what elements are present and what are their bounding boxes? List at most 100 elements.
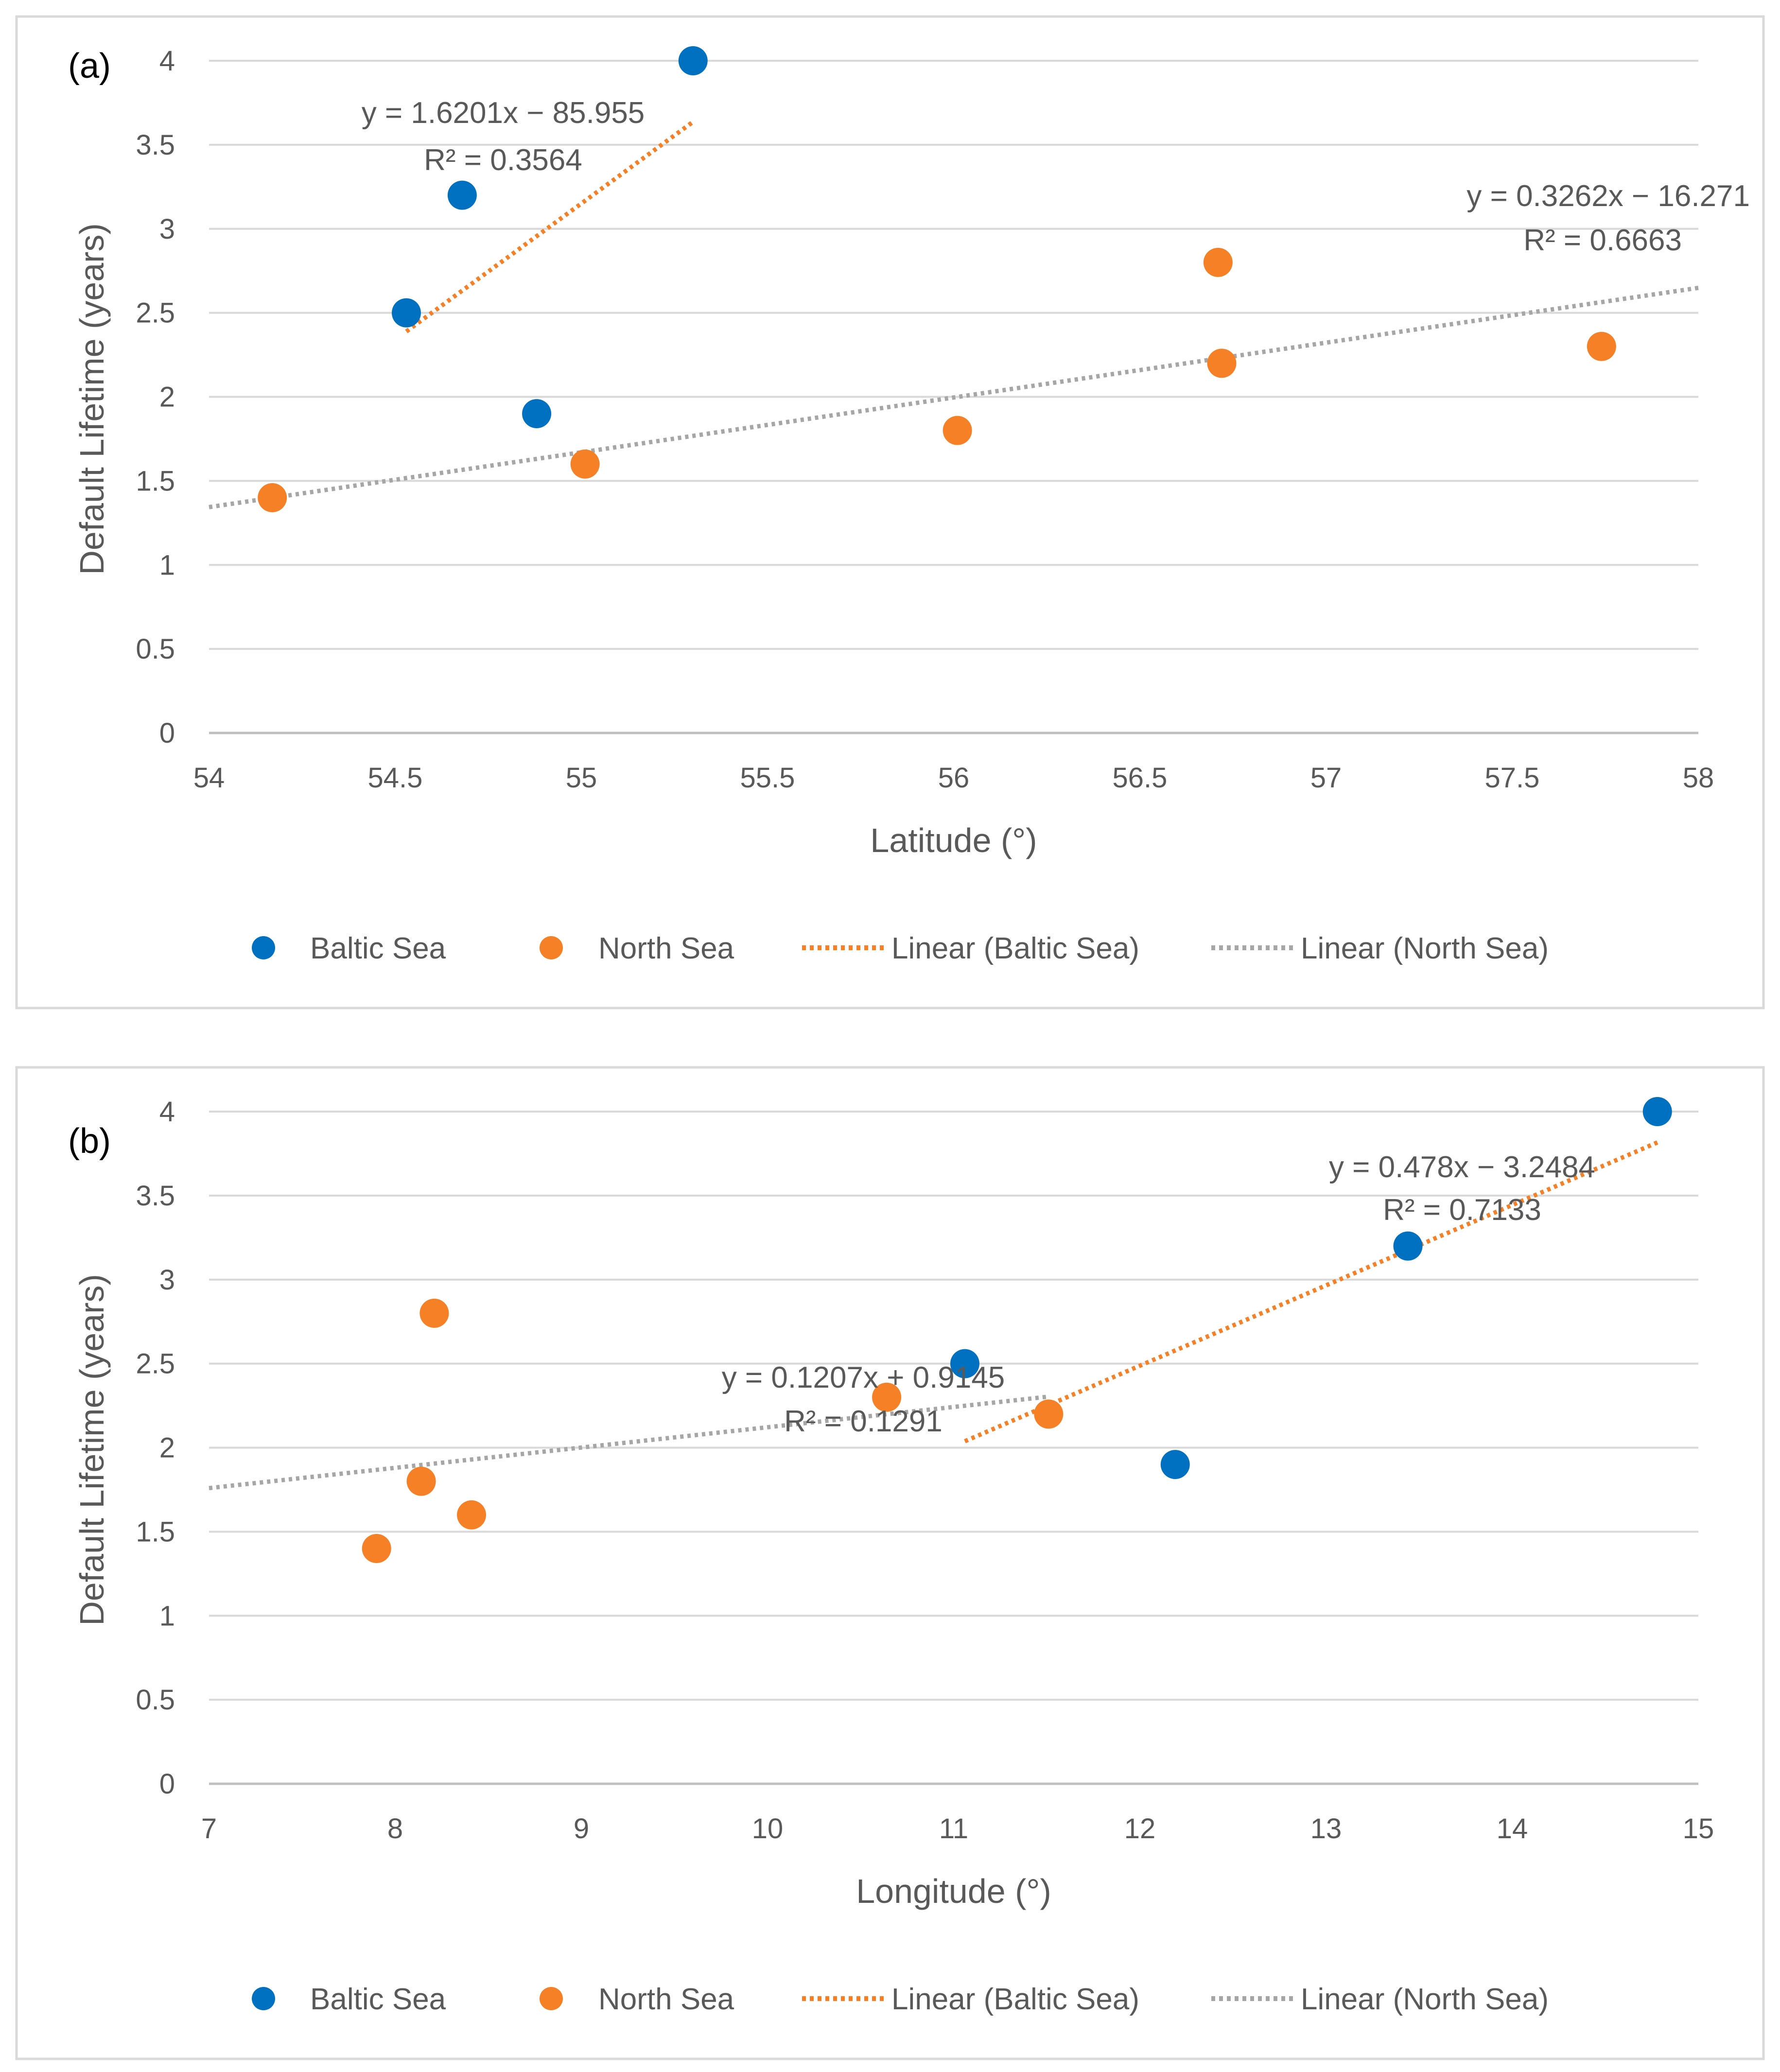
x-tick-label: 58: [1683, 762, 1714, 794]
x-tick-label: 9: [574, 1813, 589, 1845]
x-tick-label: 54: [193, 762, 225, 794]
legend-label-baltic: Baltic Sea: [310, 1983, 446, 2016]
x-tick-label: 57.5: [1485, 762, 1540, 794]
data-point-north-sea: [570, 449, 600, 479]
data-point-baltic-sea: [950, 1349, 979, 1378]
data-point-baltic-sea: [391, 298, 421, 328]
y-tick-label: 3.5: [136, 129, 175, 161]
data-point-north-sea: [1203, 247, 1233, 277]
chart-frame-b: [15, 1066, 1765, 2060]
trendlines-a: [209, 120, 1699, 509]
data-point-north-sea: [457, 1500, 487, 1530]
x-tick-label: 14: [1497, 1813, 1528, 1845]
y-tick-labels-b: 0 0.5 1 1.5 2 2.5 3 3.5 4: [136, 1096, 175, 1800]
trend-r2-baltic-b: R² = 0.7133: [1383, 1193, 1541, 1227]
legend-label-baltic-trend: Linear (Baltic Sea): [891, 1983, 1139, 2016]
y-tick-label: 4: [159, 1096, 175, 1128]
data-point-baltic-sea: [678, 46, 708, 75]
x-axis-title-a: Latitude (°): [870, 821, 1037, 859]
legend-b: Baltic Sea North Sea Linear (Baltic Sea)…: [252, 1983, 1549, 2016]
y-tick-label: 3: [159, 1264, 175, 1296]
legend-marker-north: [540, 936, 563, 959]
data-point-north-sea: [362, 1533, 391, 1563]
y-tick-label: 2.5: [136, 297, 175, 329]
data-point-baltic-sea: [522, 399, 552, 429]
legend-label-north: North Sea: [598, 1983, 734, 2016]
x-tick-label: 7: [201, 1813, 217, 1845]
y-tick-label: 1: [159, 549, 175, 581]
data-point-north-sea: [1587, 331, 1616, 361]
x-tick-label: 13: [1310, 1813, 1342, 1845]
data-point-north-sea: [258, 483, 287, 512]
chart-panel-a: (a) 0 0.5 1 1.5 2 2.5 3 3.5 4 54 54.5 55…: [15, 15, 1765, 1010]
data-point-north-sea: [419, 1298, 449, 1328]
trend-equation-north-b: y = 0.1207x + 0.9145: [722, 1361, 1005, 1394]
chart-panel-b: (b) 0 0.5 1 1.5 2 2.5 3 3.5 4 7 8 9 10 1…: [15, 1066, 1765, 2060]
x-tick-label: 55: [566, 762, 597, 794]
legend-label-north-trend: Linear (North Sea): [1301, 1983, 1549, 2016]
legend-label-north: North Sea: [598, 932, 734, 965]
x-tick-label: 12: [1124, 1813, 1156, 1845]
data-points-a: [258, 46, 1616, 512]
legend-a: Baltic Sea North Sea Linear (Baltic Sea)…: [252, 932, 1549, 965]
y-tick-label: 0.5: [136, 1684, 175, 1716]
y-tick-label: 3: [159, 213, 175, 245]
x-tick-label: 10: [752, 1813, 784, 1845]
panel-label-b: (b): [68, 1122, 111, 1161]
y-tick-label: 2.5: [136, 1348, 175, 1380]
x-tick-label: 11: [939, 1813, 968, 1845]
trend-r2-north-a: R² = 0.6663: [1523, 224, 1682, 257]
trend-equation-north-a: y = 0.3262x − 16.271: [1466, 179, 1750, 213]
trendline-baltic-sea: [964, 1140, 1658, 1444]
x-tick-label: 56.5: [1113, 762, 1168, 794]
data-points-b: [362, 1097, 1672, 1563]
trend-equation-baltic-a: y = 1.6201x − 85.955: [362, 96, 645, 130]
data-point-baltic-sea: [1393, 1231, 1423, 1261]
legend-marker-baltic: [252, 936, 275, 959]
trendline-annotations-b: y = 0.478x − 3.2484 R² = 0.7133 y = 0.12…: [722, 1150, 1595, 1438]
data-point-north-sea: [1034, 1399, 1064, 1429]
data-point-north-sea: [942, 416, 972, 445]
trendline-north-sea: [209, 1394, 1049, 1491]
trend-equation-baltic-b: y = 0.478x − 3.2484: [1329, 1150, 1595, 1184]
panel-label-a: (a): [68, 47, 111, 86]
data-point-baltic-sea: [447, 180, 477, 210]
y-tick-label: 0: [159, 717, 175, 749]
x-tick-labels-a: 54 54.5 55 55.5 56 56.5 57 57.5 58: [193, 762, 1714, 794]
legend-label-baltic: Baltic Sea: [310, 932, 446, 965]
x-tick-label: 54.5: [368, 762, 423, 794]
trend-r2-north-b: R² = 0.1291: [784, 1405, 942, 1438]
y-tick-label: 2: [159, 1432, 175, 1464]
trendline-baltic-sea: [405, 120, 695, 333]
data-point-baltic-sea: [1642, 1097, 1672, 1126]
x-axis-title-b: Longitude (°): [856, 1872, 1051, 1910]
y-tick-label: 1.5: [136, 1516, 175, 1548]
data-point-north-sea: [1207, 348, 1237, 378]
trendline-annotations-a: y = 1.6201x − 85.955 R² = 0.3564 y = 0.3…: [362, 96, 1750, 257]
y-tick-label: 3.5: [136, 1180, 175, 1212]
data-point-north-sea: [872, 1382, 902, 1412]
y-tick-label: 0: [159, 1768, 175, 1800]
y-tick-label: 4: [159, 45, 175, 77]
chart-frame-a: [15, 15, 1765, 1010]
x-tick-label: 56: [938, 762, 970, 794]
data-point-north-sea: [406, 1466, 436, 1496]
x-tick-label: 15: [1683, 1813, 1714, 1845]
x-tick-label: 55.5: [740, 762, 795, 794]
y-tick-label: 0.5: [136, 633, 175, 665]
y-axis-title-b: Default Lifetime (years): [73, 1274, 111, 1626]
x-tick-labels-b: 7 8 9 10 11 12 13 14 15: [201, 1813, 1714, 1845]
y-tick-label: 1.5: [136, 465, 175, 497]
trend-r2-baltic-a: R² = 0.3564: [424, 143, 582, 177]
x-tick-label: 8: [387, 1813, 403, 1845]
data-point-baltic-sea: [1160, 1450, 1190, 1480]
x-tick-label: 57: [1310, 762, 1342, 794]
trendline-north-sea: [209, 285, 1699, 509]
y-axis-title-a: Default Lifetime (years): [73, 223, 111, 575]
legend-marker-north: [540, 1987, 563, 2010]
legend-label-baltic-trend: Linear (Baltic Sea): [891, 932, 1139, 965]
y-tick-labels-a: 0 0.5 1 1.5 2 2.5 3 3.5 4: [136, 45, 175, 749]
legend-marker-baltic: [252, 1987, 275, 2010]
y-tick-label: 2: [159, 382, 175, 413]
